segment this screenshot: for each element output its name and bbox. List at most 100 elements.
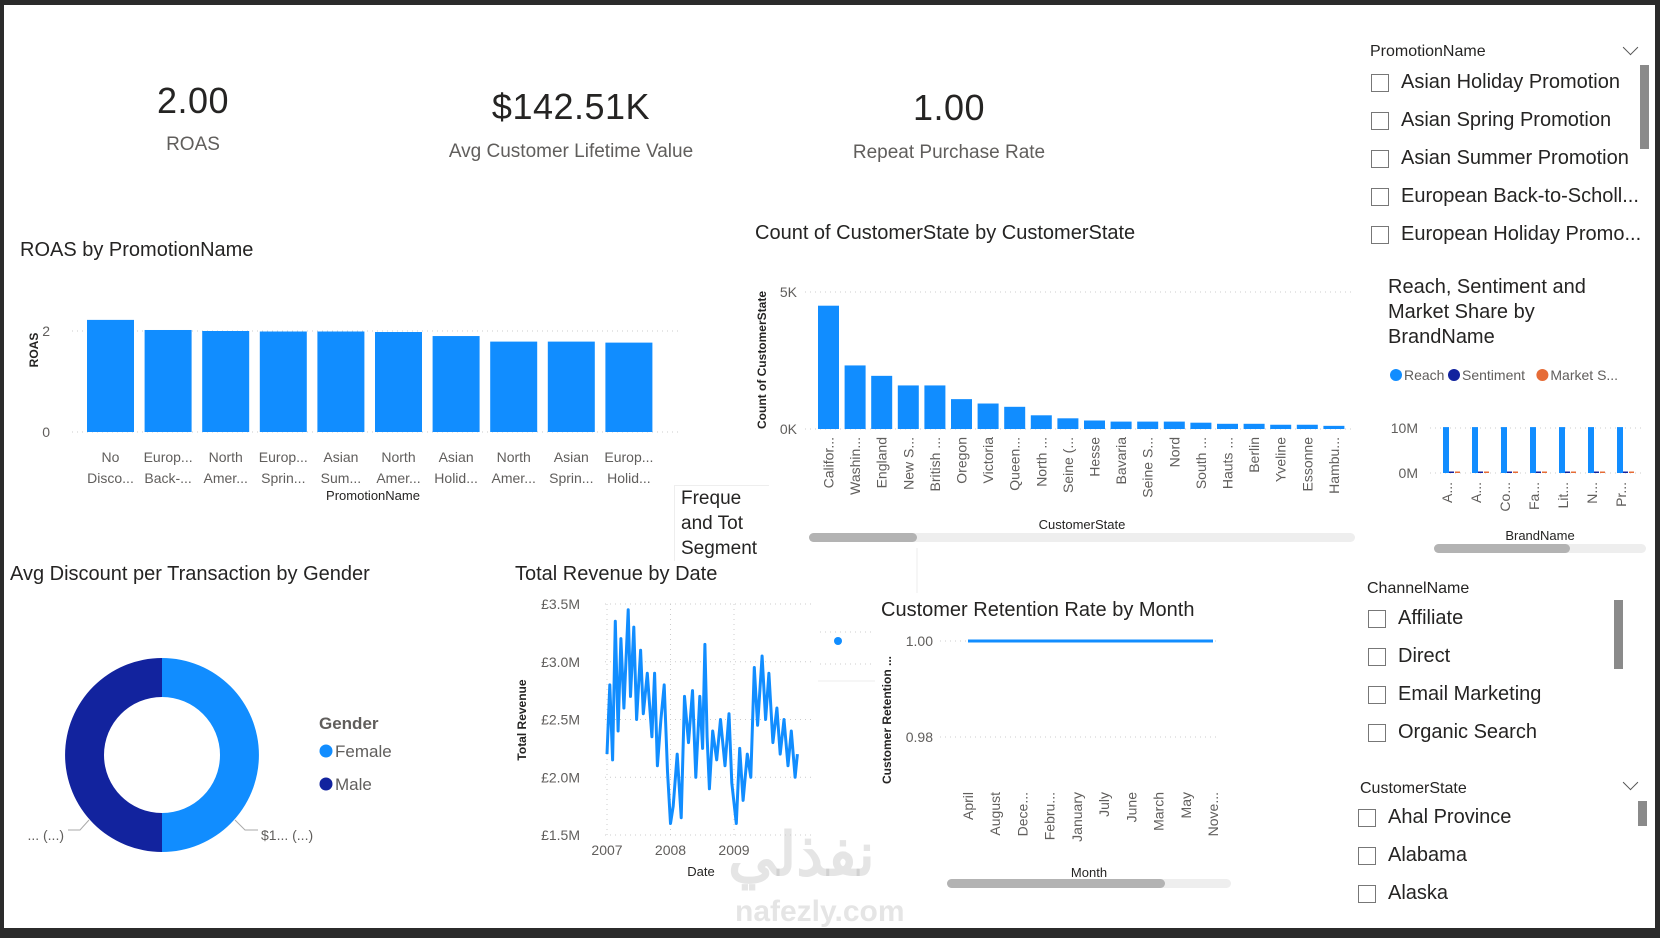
bar[interactable] bbox=[1530, 427, 1536, 473]
bar[interactable] bbox=[1600, 471, 1605, 474]
checkbox[interactable] bbox=[1371, 187, 1389, 206]
bar[interactable] bbox=[1449, 471, 1454, 474]
bar[interactable] bbox=[1296, 424, 1318, 429]
horizontal-scrollbar-track[interactable] bbox=[809, 533, 1355, 542]
revenue-line[interactable] bbox=[605, 608, 799, 825]
checkbox[interactable] bbox=[1358, 808, 1376, 827]
bar[interactable] bbox=[490, 341, 538, 432]
bar[interactable] bbox=[87, 319, 134, 432]
bar[interactable] bbox=[1501, 427, 1507, 473]
bar[interactable] bbox=[977, 403, 999, 429]
bar[interactable] bbox=[1629, 471, 1634, 474]
bar[interactable] bbox=[1243, 423, 1265, 429]
bar[interactable] bbox=[1270, 424, 1292, 429]
checkbox[interactable] bbox=[1358, 884, 1376, 903]
scatter-point[interactable] bbox=[834, 637, 842, 645]
slicer-item[interactable]: Asian Spring Promotion bbox=[1371, 109, 1611, 132]
bar[interactable] bbox=[202, 331, 250, 432]
bar[interactable] bbox=[951, 399, 972, 429]
retention-line-chart[interactable]: Customer Retention ... Month 0.98 1.00 Apr… bbox=[880, 633, 1231, 888]
bar[interactable] bbox=[1443, 427, 1449, 473]
slicer-item[interactable]: Email Marketing bbox=[1368, 683, 1541, 706]
horizontal-scrollbar-thumb[interactable] bbox=[947, 879, 1165, 888]
gender-donut-chart[interactable]: Gender Female Male $1... (...) ... (...) bbox=[27, 658, 392, 852]
donut-slice-male[interactable] bbox=[65, 658, 162, 852]
x-tick-label: Washin... bbox=[847, 437, 863, 495]
frequency-visual-title[interactable]: Freque and Tot Segment bbox=[674, 485, 769, 561]
checkbox[interactable] bbox=[1368, 647, 1386, 666]
customer-state-bar-chart[interactable]: Count of CustomerState CustomerState 0K 5… bbox=[755, 284, 1355, 542]
bar[interactable] bbox=[144, 329, 192, 432]
slicer-item[interactable]: European Holiday Promo... bbox=[1371, 223, 1641, 246]
slicer-item[interactable]: Asian Summer Promotion bbox=[1371, 147, 1629, 170]
bar[interactable] bbox=[924, 385, 946, 429]
bar[interactable] bbox=[1542, 471, 1547, 474]
slicer-scrollbar[interactable] bbox=[1614, 600, 1623, 669]
bar[interactable] bbox=[317, 331, 365, 432]
bar[interactable] bbox=[1623, 471, 1628, 474]
slicer-item[interactable]: Organic Search bbox=[1368, 721, 1537, 742]
slicer-scrollbar[interactable] bbox=[1638, 801, 1647, 826]
revenue-line-chart[interactable]: Total Revenue Date £1.5M £2.0M £2.5M £3.0M £… bbox=[515, 596, 813, 879]
bar[interactable] bbox=[1559, 427, 1565, 473]
bar[interactable] bbox=[1571, 471, 1576, 474]
bar[interactable] bbox=[1323, 425, 1345, 429]
checkbox[interactable] bbox=[1368, 685, 1386, 704]
donut-slice-female[interactable] bbox=[162, 658, 259, 852]
bar[interactable] bbox=[1137, 421, 1159, 429]
bar[interactable] bbox=[1004, 406, 1026, 429]
bar[interactable] bbox=[375, 332, 422, 432]
bar[interactable] bbox=[1455, 471, 1460, 474]
bar[interactable] bbox=[844, 365, 866, 429]
slicer-item[interactable]: Ahal Province bbox=[1358, 806, 1511, 829]
checkbox[interactable] bbox=[1358, 846, 1376, 865]
bar[interactable] bbox=[1110, 421, 1132, 429]
slicer-item[interactable]: Asian Holiday Promotion bbox=[1371, 71, 1620, 94]
bar[interactable] bbox=[871, 375, 893, 429]
bar[interactable] bbox=[1217, 423, 1238, 429]
brand-clustered-bar-chart[interactable]: BrandName Reach Sentiment Market S... 0M 10M… bbox=[1390, 367, 1646, 553]
bar[interactable] bbox=[1594, 471, 1599, 474]
checkbox[interactable] bbox=[1371, 225, 1389, 244]
bar[interactable] bbox=[1536, 471, 1541, 474]
legend-label[interactable]: Market S... bbox=[1550, 367, 1618, 383]
slicer-item[interactable]: Affiliate bbox=[1368, 607, 1463, 630]
horizontal-scrollbar-thumb[interactable] bbox=[1434, 544, 1570, 553]
slicer-item[interactable]: Alabama bbox=[1358, 844, 1467, 867]
bar[interactable] bbox=[1472, 427, 1478, 473]
slicer-item[interactable]: European Back-to-Scholl... bbox=[1371, 185, 1639, 208]
bar[interactable] bbox=[818, 305, 839, 429]
checkbox[interactable] bbox=[1371, 73, 1389, 92]
checkbox[interactable] bbox=[1368, 723, 1386, 742]
bar[interactable] bbox=[1507, 471, 1512, 474]
bar[interactable] bbox=[1084, 420, 1105, 429]
bar[interactable] bbox=[1478, 471, 1483, 474]
slicer-item[interactable]: Alaska bbox=[1358, 882, 1448, 905]
legend-label[interactable]: Female bbox=[335, 742, 392, 761]
bar[interactable] bbox=[1617, 427, 1623, 473]
bar[interactable] bbox=[259, 331, 307, 432]
legend-label[interactable]: Male bbox=[335, 775, 372, 794]
slicer-scrollbar[interactable] bbox=[1640, 65, 1649, 149]
bar[interactable] bbox=[547, 341, 595, 432]
bar[interactable] bbox=[1565, 471, 1570, 474]
bar[interactable] bbox=[1190, 422, 1212, 429]
bar[interactable] bbox=[432, 336, 480, 432]
slicer-item[interactable]: Direct bbox=[1368, 645, 1450, 668]
legend-label[interactable]: Reach bbox=[1404, 367, 1444, 383]
bar[interactable] bbox=[1588, 427, 1594, 473]
bar[interactable] bbox=[605, 342, 653, 432]
bar[interactable] bbox=[1163, 421, 1185, 429]
bar[interactable] bbox=[1513, 471, 1518, 474]
legend-label[interactable]: Sentiment bbox=[1462, 367, 1525, 383]
horizontal-scrollbar-thumb[interactable] bbox=[809, 533, 917, 542]
checkbox[interactable] bbox=[1371, 149, 1389, 168]
partial-scatter-visual[interactable] bbox=[818, 548, 918, 682]
roas-bar-chart[interactable]: ROAS PromotionName 0 2 No Disco... Europ... B… bbox=[27, 319, 678, 503]
bar[interactable] bbox=[1030, 415, 1052, 429]
checkbox[interactable] bbox=[1368, 609, 1386, 628]
bar[interactable] bbox=[897, 385, 919, 429]
checkbox[interactable] bbox=[1371, 111, 1389, 130]
bar[interactable] bbox=[1484, 471, 1489, 474]
bar[interactable] bbox=[1057, 418, 1079, 429]
